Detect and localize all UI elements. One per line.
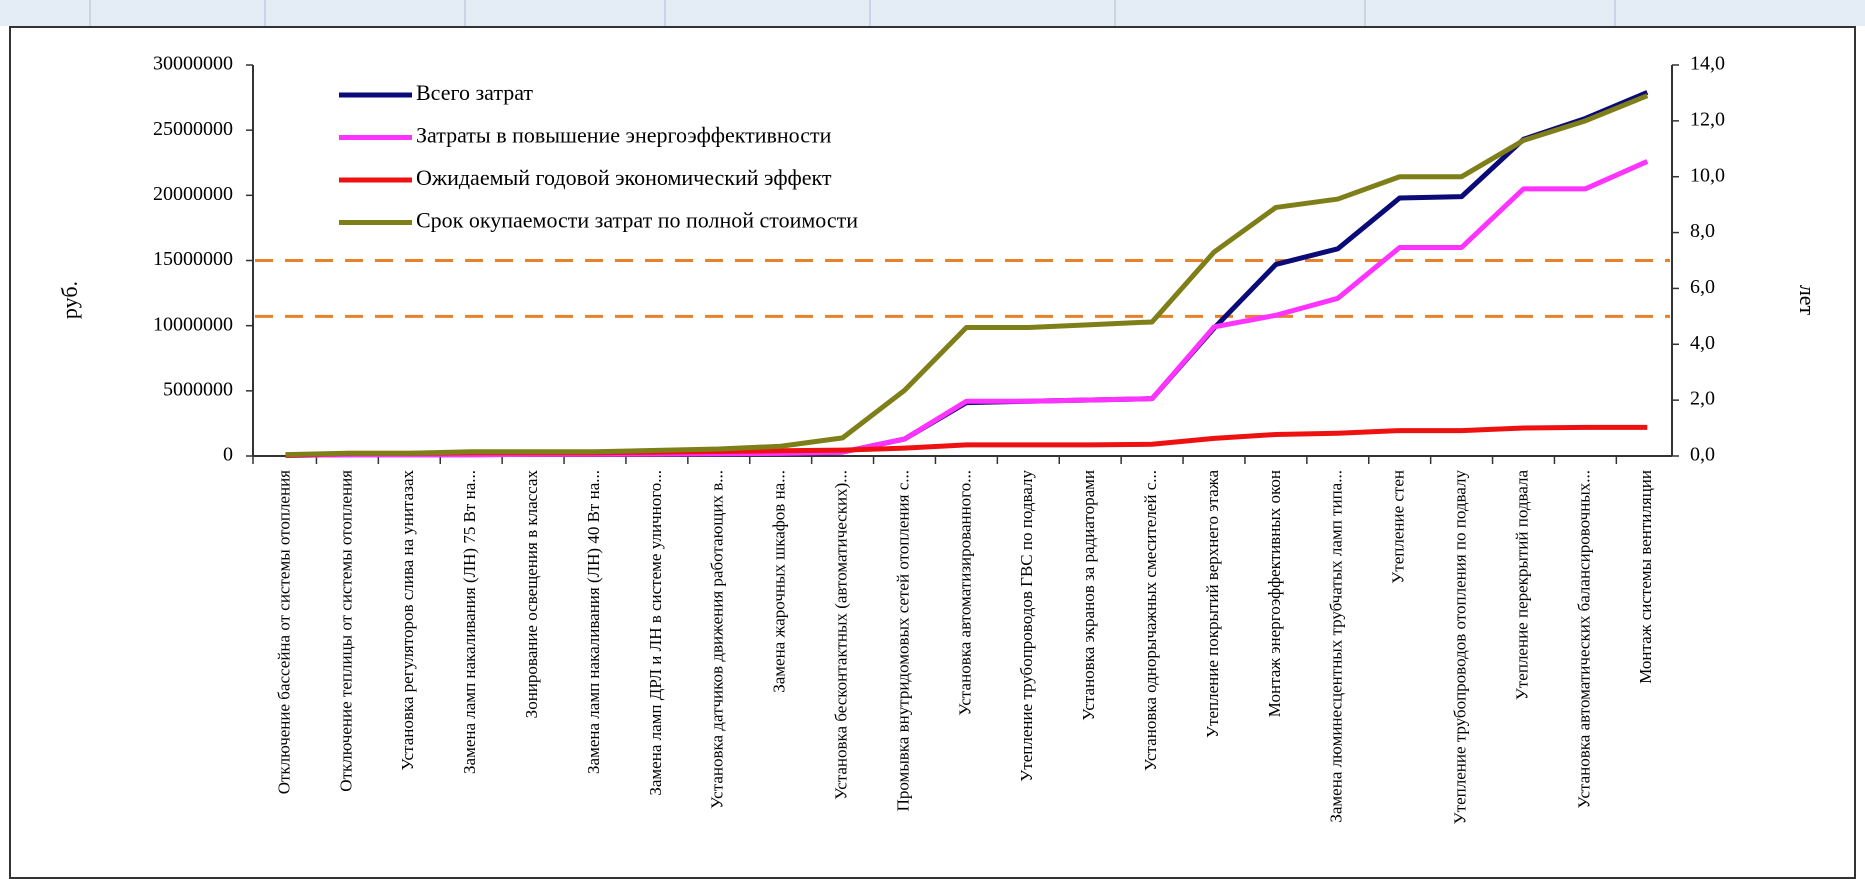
y-tick-label: 5000000: [163, 378, 233, 400]
x-tick-label: Монтаж энергоэффективных окон: [1265, 470, 1284, 717]
x-tick-label: Отключение бассейна от системы отопления: [274, 470, 293, 794]
table-cell-borders: [89, 0, 1616, 26]
x-tick-label: Промывка внутридомовых сетей отопления с…: [893, 470, 912, 811]
x-tick-label: Установка датчиков движения работающих в…: [708, 470, 727, 809]
y2-tick-label: 12,0: [1690, 108, 1725, 130]
x-tick-label: Установка экранов за радиаторами: [1079, 470, 1098, 721]
y2-tick-label: 14,0: [1690, 53, 1725, 75]
y2-tick-label: 10,0: [1690, 164, 1725, 186]
y-tick-label: 20000000: [153, 183, 233, 205]
y-tick-label: 15000000: [153, 248, 233, 270]
y-axis-label: руб.: [57, 281, 82, 319]
legend-label: Затраты в повышение энергоэффективности: [416, 123, 832, 148]
x-tick-label: Утепление стен: [1389, 470, 1408, 584]
y-tick-label: 10000000: [153, 313, 233, 335]
x-tick-label: Установка регуляторов слива на унитазах: [398, 470, 417, 771]
y2-tick-label: 8,0: [1690, 220, 1715, 242]
x-tick-label: Утепление трубопроводов отопления по под…: [1451, 470, 1470, 825]
legend-label: Всего затрат: [416, 80, 533, 105]
x-tick-label: Замена люминесцентных трубчатых ламп тип…: [1327, 470, 1346, 823]
x-tick-label: Установка бесконтактных (автоматических)…: [832, 470, 851, 800]
x-tick-label: Замена жарочных шкафов на...: [770, 470, 789, 693]
y-tick-label: 0: [223, 444, 233, 466]
y-tick-label: 25000000: [153, 118, 233, 140]
series-line: [285, 93, 1649, 458]
x-tick-label: Монтаж системы вентиляции: [1636, 470, 1655, 684]
legend-label: Срок окупаемости затрат по полной стоимо…: [416, 208, 858, 233]
x-tick-label: Замена ламп накаливания (ЛН) 40 Вт на...: [584, 470, 603, 774]
x-tick-label: Установка однорычажных смесителей с...: [1141, 470, 1160, 771]
y2-axis-label: лет: [1795, 285, 1820, 316]
x-tick-label: Замена ламп ДРЛ и ЛН в системе уличного.…: [646, 470, 665, 796]
y2-tick-label: 0,0: [1690, 444, 1715, 466]
x-tick-label: Установка автоматических балансировочных…: [1574, 470, 1593, 809]
x-tick-label: Замена ламп накаливания (ЛН) 75 Вт на...: [460, 470, 479, 774]
x-tick-label: Отключение теплицы от системы отопления: [336, 470, 355, 792]
legend-label: Ожидаемый годовой экономический эффект: [416, 165, 832, 190]
table-strip: [0, 0, 1865, 26]
x-tick-label: Зонирование освещения в классах: [522, 470, 541, 719]
y-tick-label: 30000000: [153, 53, 233, 75]
y2-tick-label: 4,0: [1690, 332, 1715, 354]
x-tick-label: Утепление трубопроводов ГВС по подвалу: [1017, 470, 1036, 782]
x-tick-label: Утепление покрытий верхнего этажа: [1203, 470, 1222, 738]
x-tick-label: Утепление перекрытий подвала: [1512, 470, 1531, 701]
x-tick-label: Установка автоматизированного...: [955, 470, 974, 716]
y2-tick-label: 2,0: [1690, 388, 1715, 410]
y2-tick-label: 6,0: [1690, 276, 1715, 298]
